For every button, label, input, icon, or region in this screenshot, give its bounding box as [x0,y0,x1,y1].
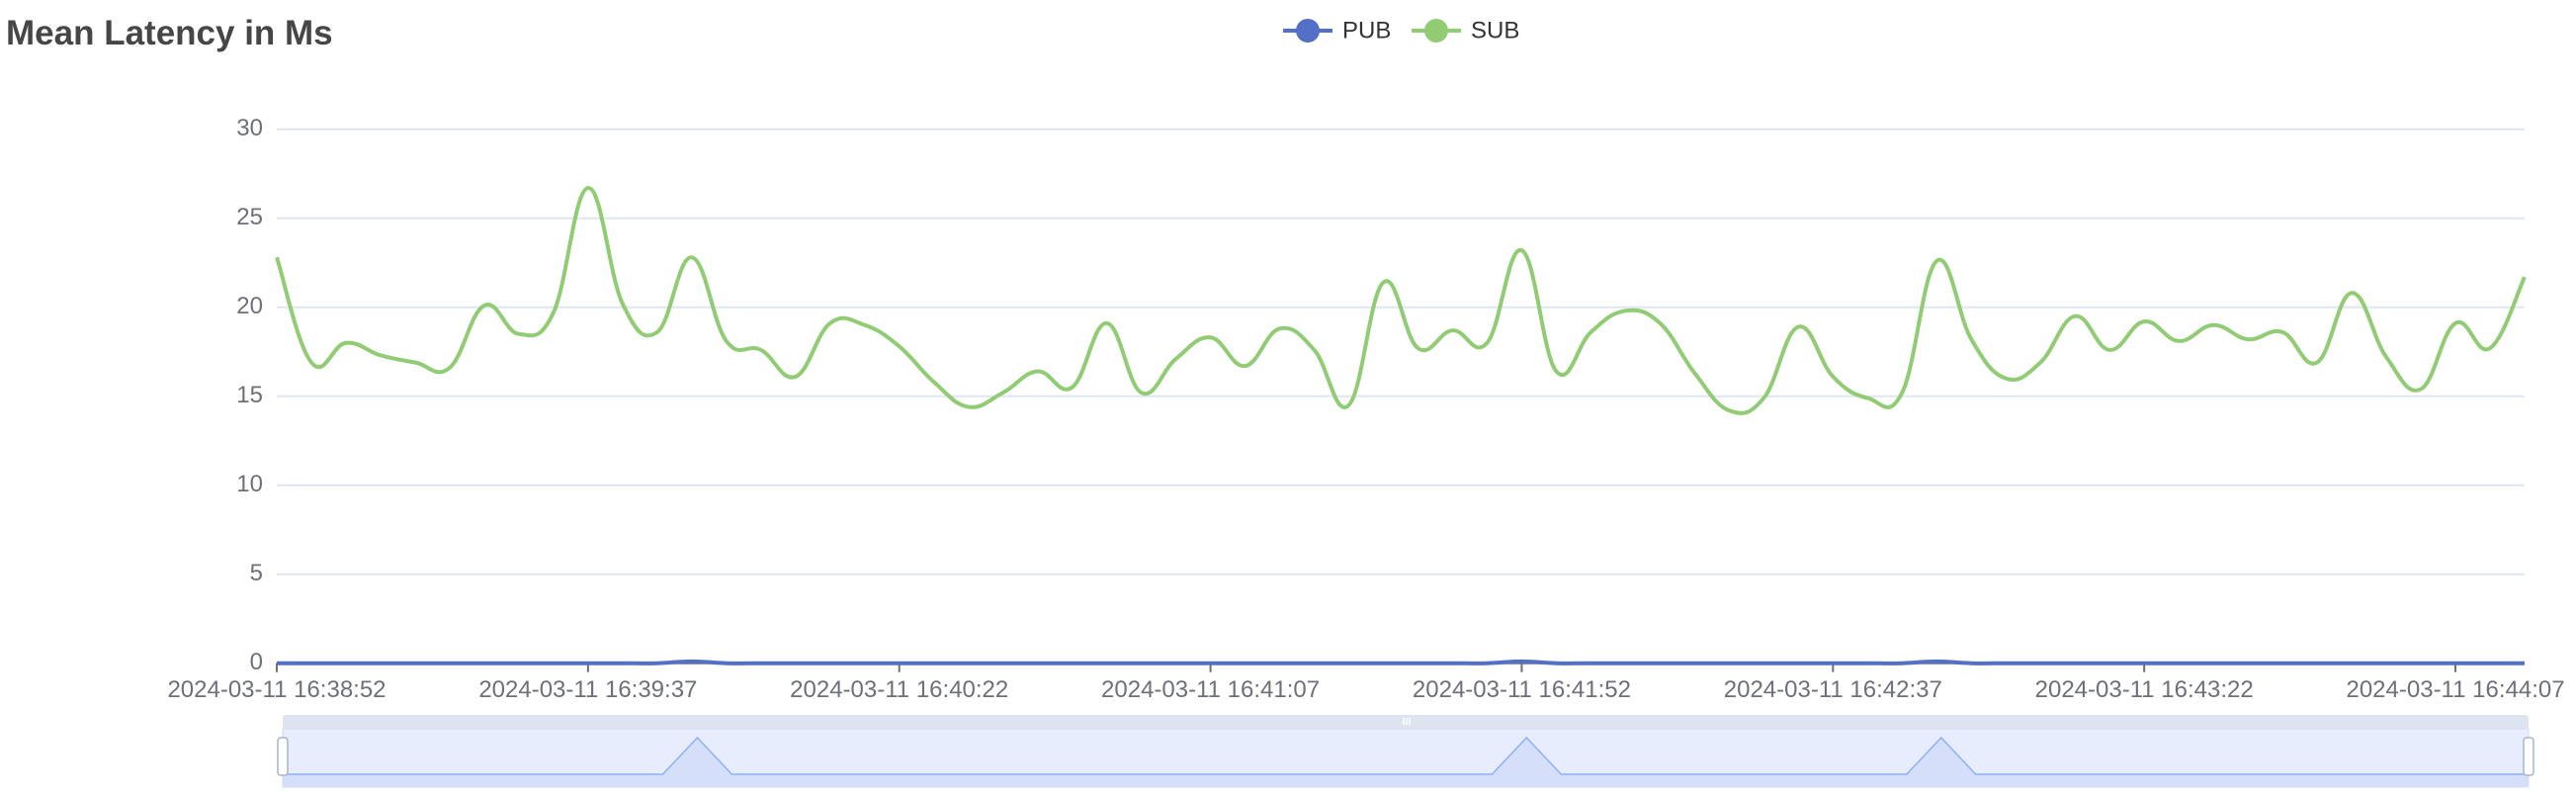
series-line-sub [275,186,2527,415]
x-tick-label: 2024-03-11 16:44:07 [2346,676,2564,703]
x-tick-label: 2024-03-11 16:40:22 [790,676,1008,703]
datazoom-move-bar[interactable] [283,715,2529,729]
x-tick-label: 2024-03-11 16:43:22 [2035,676,2254,703]
chart-title: Mean Latency in Ms [6,14,333,52]
datazoom-handle-left[interactable] [277,737,289,776]
x-tick-label: 2024-03-11 16:41:07 [1101,676,1320,703]
y-tick-label: 0 [250,649,263,675]
legend-marker-sub[interactable] [1424,19,1448,43]
x-tick-label: 2024-03-11 16:39:37 [478,676,697,703]
legend-label-pub[interactable]: PUB [1342,17,1391,44]
y-tick-label: 20 [236,293,263,319]
legend-marker-pub[interactable] [1296,19,1320,43]
y-tick-label: 5 [250,560,263,586]
series-line-pub [276,659,2525,666]
y-tick-label: 10 [236,471,263,497]
y-tick-label: 30 [236,115,263,141]
legend-label-sub[interactable]: SUB [1471,17,1519,44]
x-tick-label: 2024-03-11 16:38:52 [167,676,386,703]
datazoom-preview-line [283,736,2529,775]
y-tick-label: 25 [236,204,263,230]
y-tick-label: 15 [236,382,263,408]
x-tick-label: 2024-03-11 16:41:52 [1413,676,1631,703]
datazoom-handle-right[interactable] [2523,737,2534,776]
x-tick-label: 2024-03-11 16:42:37 [1724,676,1942,703]
